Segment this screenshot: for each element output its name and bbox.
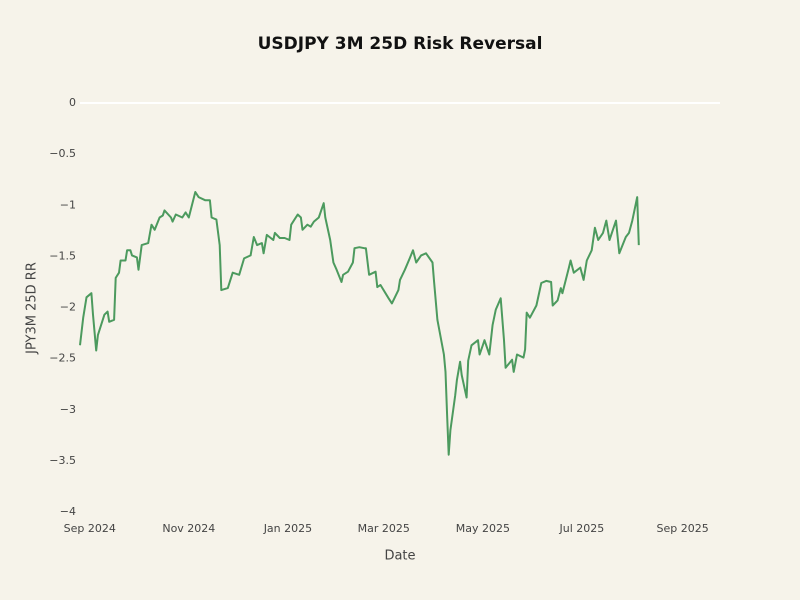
y-tick-label: −0.5 — [49, 147, 76, 160]
y-tick-label: −2 — [60, 301, 76, 314]
y-tick-label: −3.5 — [49, 454, 76, 467]
chart-title: USDJPY 3M 25D Risk Reversal — [258, 34, 543, 54]
y-tick-label: −3 — [60, 403, 76, 416]
x-axis-title: Date — [384, 549, 415, 564]
x-tick-label: Nov 2024 — [162, 522, 215, 535]
y-tick-label: −1.5 — [49, 249, 76, 262]
y-tick-label: −4 — [60, 505, 76, 518]
x-tick-label: Sep 2025 — [657, 522, 709, 535]
x-tick-label: Mar 2025 — [358, 522, 410, 535]
data-line — [79, 191, 640, 456]
x-tick-label: Jan 2025 — [263, 522, 312, 535]
y-tick-label: 0 — [69, 96, 76, 109]
x-tick-label: May 2025 — [456, 522, 510, 535]
y-tick-label: −2.5 — [49, 352, 76, 365]
y-axis-title: JPY3M 25D RR — [25, 262, 40, 355]
y-tick-label: −1 — [60, 198, 76, 211]
x-tick-label: Jul 2025 — [559, 522, 605, 535]
x-tick-label: Sep 2024 — [64, 522, 116, 535]
